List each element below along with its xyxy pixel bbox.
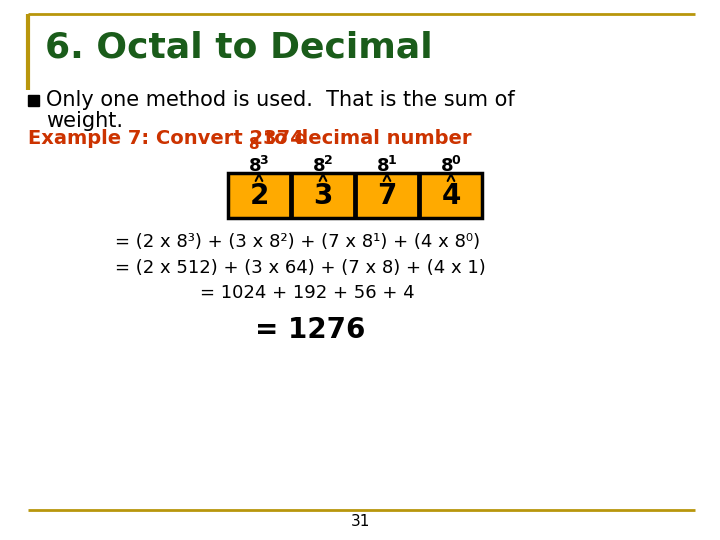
Bar [28, 94, 39, 105]
Bar [292, 173, 354, 218]
Text: 31: 31 [351, 515, 369, 530]
Bar [228, 173, 482, 218]
Text: 0: 0 [451, 153, 460, 166]
Text: 3: 3 [313, 181, 333, 210]
Text: Example 7: Convert 2374: Example 7: Convert 2374 [28, 129, 304, 148]
Text: 7: 7 [377, 181, 397, 210]
Bar [420, 173, 482, 218]
Text: = 1276: = 1276 [255, 316, 365, 344]
Text: 8: 8 [441, 157, 454, 175]
Text: 8: 8 [248, 137, 258, 152]
Text: = (2 x 8³) + (3 x 8²) + (7 x 8¹) + (4 x 8⁰): = (2 x 8³) + (3 x 8²) + (7 x 8¹) + (4 x … [115, 233, 480, 251]
Text: = (2 x 512) + (3 x 64) + (7 x 8) + (4 x 1): = (2 x 512) + (3 x 64) + (7 x 8) + (4 x … [115, 259, 486, 277]
Text: 8: 8 [248, 157, 261, 175]
Text: weight.: weight. [46, 111, 123, 131]
Text: 4: 4 [441, 181, 461, 210]
Text: Only one method is used.  That is the sum of: Only one method is used. That is the sum… [46, 90, 515, 110]
Text: 3: 3 [260, 153, 269, 166]
Text: 2: 2 [249, 181, 269, 210]
Text: 8: 8 [312, 157, 325, 175]
Text: 8: 8 [377, 157, 390, 175]
Bar [356, 173, 418, 218]
Text: 2: 2 [323, 153, 333, 166]
Text: = 1024 + 192 + 56 + 4: = 1024 + 192 + 56 + 4 [200, 284, 415, 302]
Text: 1: 1 [387, 153, 397, 166]
Bar [228, 173, 290, 218]
Text: 6. Octal to Decimal: 6. Octal to Decimal [45, 31, 433, 65]
Text: to decimal number: to decimal number [258, 129, 472, 148]
